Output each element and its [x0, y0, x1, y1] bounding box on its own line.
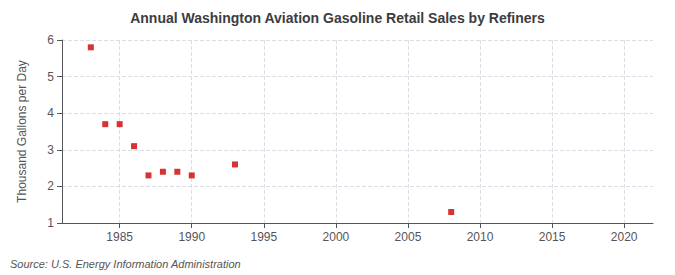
svg-text:2: 2	[47, 179, 54, 193]
svg-text:2020: 2020	[611, 230, 638, 244]
svg-text:3: 3	[47, 143, 54, 157]
svg-text:1995: 1995	[250, 230, 277, 244]
svg-text:2000: 2000	[323, 230, 350, 244]
svg-text:Annual Washington Aviation Gas: Annual Washington Aviation Gasoline Reta…	[130, 10, 545, 26]
svg-text:2005: 2005	[395, 230, 422, 244]
svg-text:2015: 2015	[539, 230, 566, 244]
svg-text:1990: 1990	[178, 230, 205, 244]
svg-text:1985: 1985	[106, 230, 133, 244]
svg-text:4: 4	[47, 106, 54, 120]
svg-text:1: 1	[47, 216, 54, 230]
svg-text:6: 6	[47, 33, 54, 47]
svg-text:Source: U.S. Energy Informatio: Source: U.S. Energy Information Administ…	[10, 258, 241, 270]
svg-text:5: 5	[47, 70, 54, 84]
svg-text:Thousand Gallons per Day: Thousand Gallons per Day	[15, 60, 29, 203]
svg-text:2010: 2010	[467, 230, 494, 244]
